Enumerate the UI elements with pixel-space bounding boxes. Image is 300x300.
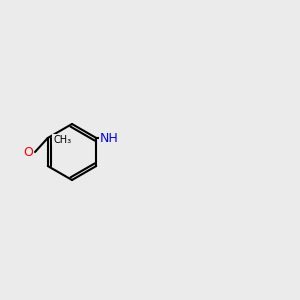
Text: NH: NH xyxy=(100,131,118,145)
Text: CH₃: CH₃ xyxy=(53,135,71,145)
Text: O: O xyxy=(23,146,33,158)
